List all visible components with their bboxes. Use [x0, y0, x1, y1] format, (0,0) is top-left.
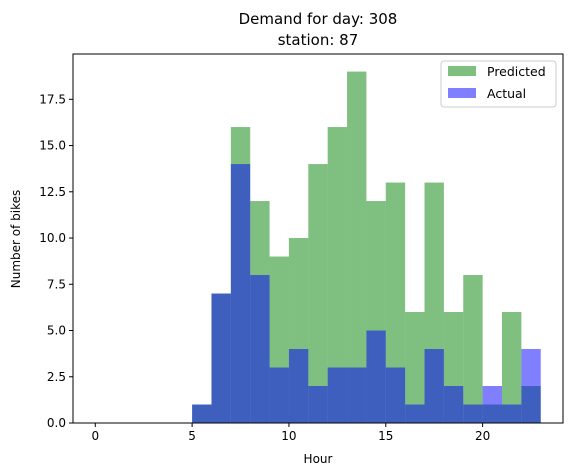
y-tick-label: 10.0 [39, 231, 66, 245]
x-tick-label: 0 [91, 429, 99, 443]
bar-actual-5 [192, 404, 212, 423]
bar-actual-22 [521, 349, 541, 423]
y-tick-label: 12.5 [39, 185, 66, 199]
bar-predicted-15 [385, 182, 406, 423]
bar-actual-6 [211, 293, 231, 423]
x-tick-label: 20 [475, 429, 490, 443]
x-axis-label: Hour [304, 452, 333, 466]
bar-actual-13 [347, 367, 367, 423]
bar-actual-10 [288, 349, 309, 423]
bar-actual-21 [501, 404, 522, 423]
y-tick-label: 0.0 [47, 416, 66, 430]
series-actual [192, 164, 541, 424]
bar-predicted-12 [327, 127, 348, 423]
ticks-layer: 0 5 10 15 20 0.0 2.5 5.0 7.5 10.0 12.5 15.0 17.5 [39, 92, 490, 443]
x-tick-label: 15 [378, 429, 393, 443]
legend-swatch-actual [448, 88, 476, 98]
bar-actual-11 [308, 386, 328, 423]
y-tick-label: 2.5 [47, 370, 66, 384]
bar-actual-9 [269, 367, 289, 423]
bar-actual-19 [463, 404, 483, 423]
y-tick-label: 5.0 [47, 324, 66, 338]
legend-label-predicted: Predicted [487, 64, 546, 79]
bar-predicted-13 [347, 71, 367, 424]
y-tick-label: 15.0 [39, 139, 66, 153]
bars-layer [192, 71, 541, 424]
legend: Predicted Actual [440, 60, 557, 108]
y-axis-label: Number of bikes [9, 190, 23, 289]
bar-predicted-11 [308, 164, 328, 424]
chart-title-line-1: Demand for day: 308 [239, 10, 398, 28]
bar-predicted-21 [501, 312, 522, 423]
legend-label-actual: Actual [487, 86, 526, 101]
bar-actual-8 [250, 275, 270, 423]
x-tick-label: 5 [188, 429, 196, 443]
bar-actual-15 [385, 367, 406, 423]
bar-actual-20 [482, 386, 502, 423]
y-tick-label: 17.5 [39, 92, 66, 106]
plot-frame [72, 53, 564, 424]
bar-actual-16 [405, 404, 425, 423]
chart-title: Demand for day: 308 station: 87 [239, 10, 398, 49]
x-tick-label: 10 [281, 429, 296, 443]
bar-actual-14 [366, 330, 386, 423]
y-tick-label: 7.5 [47, 277, 66, 291]
bar-actual-7 [230, 164, 251, 424]
chart-title-line-2: station: 87 [278, 31, 359, 49]
bar-predicted-16 [405, 312, 425, 423]
bar-actual-12 [327, 367, 348, 423]
legend-swatch-predicted [448, 66, 476, 76]
bar-actual-17 [424, 349, 444, 423]
bar-predicted-19 [463, 275, 483, 423]
bar-actual-18 [443, 386, 464, 423]
